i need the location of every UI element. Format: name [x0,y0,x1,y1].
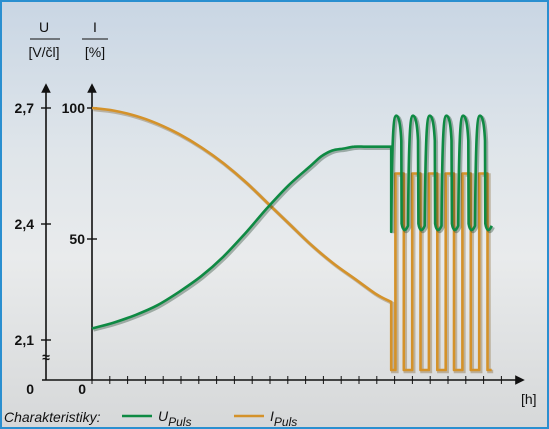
legend-u-symbol: U [158,408,169,424]
left-axis-unit: [V/čl] [28,44,59,60]
left-y-tick-label: 2,1 [15,332,35,348]
legend-u-name: UPuls [158,408,191,427]
left-axis-symbol: U [39,19,49,35]
x-axis-unit: [h] [521,391,537,407]
axis-break-symbol: ≈ [42,349,50,365]
right-axis-symbol: I [93,19,97,35]
legend-label: Charakteristiky: [4,409,101,425]
legend-u-subscript: Puls [168,415,191,427]
legend-i-name: IPuls [270,408,297,427]
left-y-tick-label: 2,7 [15,100,35,116]
u-puls-shadow [93,115,495,332]
legend-i-symbol: I [270,408,274,424]
right-axis-unit: [%] [85,44,105,60]
legend-i-subscript: Puls [274,415,297,427]
i-puls-line [91,106,492,372]
left-y-tick-label: 2,4 [15,216,35,232]
right-y-tick-label: 50 [69,231,85,247]
left-y-zero-label: 0 [26,381,34,397]
i-puls-shadow [93,107,494,374]
right-y-zero-label: 0 [78,381,86,397]
u-puls-line [91,114,493,330]
right-y-tick-label: 100 [62,100,86,116]
